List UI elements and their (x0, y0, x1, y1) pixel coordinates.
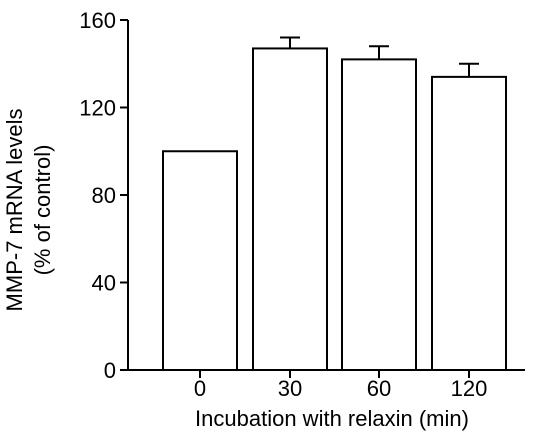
x-tick-label: 0 (194, 376, 206, 401)
bar-120 (431, 75, 507, 371)
bar-60 (341, 58, 417, 371)
x-tick-label: 30 (278, 376, 302, 401)
y-tick-label: 120 (79, 96, 116, 121)
x-axis-title: Incubation with relaxin (min) (195, 406, 469, 431)
y-tick-label: 0 (104, 358, 116, 383)
bar-0 (162, 150, 238, 371)
x-axis: 0 30 60 120 (128, 369, 525, 401)
y-tick-label: 40 (92, 271, 116, 296)
y-tick-label: 80 (92, 183, 116, 208)
y-axis: 0 40 80 120 160 (79, 8, 129, 383)
y-axis-title-line1: MMP-7 mRNA levels (2, 109, 27, 312)
y-tick-label: 160 (79, 8, 116, 33)
y-axis-title-line2: (% of control) (30, 145, 55, 276)
x-tick-label: 60 (367, 376, 391, 401)
bars-group (162, 36, 507, 371)
bar-30 (252, 47, 328, 371)
x-tick-label: 120 (451, 376, 488, 401)
